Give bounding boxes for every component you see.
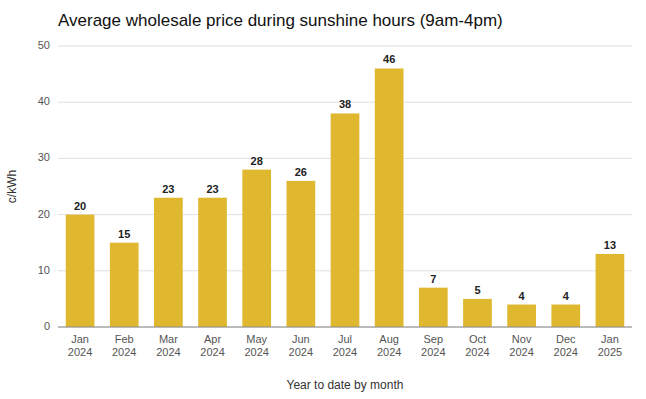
data-label: 7 xyxy=(430,273,436,285)
x-tick-label-line: May xyxy=(246,333,267,345)
x-tick-label: Feb2024 xyxy=(112,333,136,358)
data-label: 23 xyxy=(206,183,218,195)
y-axis: 0 10 20 30 40 50 xyxy=(38,39,632,332)
x-tick-label-line: Apr xyxy=(204,333,221,345)
x-tick-label-line: 2024 xyxy=(333,346,357,358)
chart-container: 010203040502015232328263846754413Jan2024… xyxy=(0,0,646,399)
x-tick-label-line: Jan xyxy=(71,333,89,345)
x-tick-label-line: 2024 xyxy=(289,346,313,358)
bar xyxy=(110,243,139,327)
grid-line xyxy=(58,46,632,47)
x-tick-label-line: Aug xyxy=(379,333,399,345)
x-tick-label-line: Mar xyxy=(159,333,178,345)
x-tick-label: Nov2024 xyxy=(509,333,533,358)
x-tick-label: Jan2024 xyxy=(68,333,92,358)
bars xyxy=(66,68,625,327)
bar xyxy=(375,68,404,327)
y-tick-label: 50 xyxy=(38,39,50,51)
data-label: 46 xyxy=(383,53,395,65)
bar xyxy=(331,113,360,327)
x-tick-label-line: Dec xyxy=(556,333,576,345)
bar xyxy=(154,198,183,327)
data-label: 15 xyxy=(118,228,130,240)
x-tick-label-line: 2024 xyxy=(244,346,268,358)
x-axis-label: Year to date by month xyxy=(287,378,404,392)
x-tick-label: Apr2024 xyxy=(200,333,224,358)
x-tick-label: Aug2024 xyxy=(377,333,401,358)
x-tick-label: May2024 xyxy=(244,333,268,358)
x-tick-label-line: 2024 xyxy=(377,346,401,358)
data-label: 20 xyxy=(74,200,86,212)
data-label: 5 xyxy=(474,284,480,296)
x-tick-label-line: Sep xyxy=(424,333,444,345)
bar xyxy=(66,215,95,327)
x-tick-label: Sep2024 xyxy=(421,333,445,358)
x-tick-label: Dec2024 xyxy=(554,333,578,358)
data-label: 4 xyxy=(563,290,570,302)
x-axis: Jan2024Feb2024Mar2024Apr2024May2024Jun20… xyxy=(68,333,622,358)
x-tick-label-line: 2024 xyxy=(421,346,445,358)
x-axis-line xyxy=(58,327,632,328)
data-labels: 20 15 23 23 28 26 38 46 7 5 4 4 13 xyxy=(74,53,616,301)
x-tick-label-line: 2024 xyxy=(509,346,533,358)
x-tick-label-line: 2025 xyxy=(598,346,622,358)
bar xyxy=(286,181,315,327)
data-label: 28 xyxy=(251,155,263,167)
data-label: 4 xyxy=(519,290,526,302)
grid-line xyxy=(58,327,632,328)
x-tick-label-line: 2024 xyxy=(68,346,92,358)
y-axis-label: c/kWh xyxy=(5,170,19,203)
y-tick-label: 10 xyxy=(38,264,50,276)
bar xyxy=(242,170,271,327)
bar xyxy=(596,254,625,327)
bar xyxy=(507,305,536,327)
x-tick-label-line: Feb xyxy=(115,333,134,345)
bar xyxy=(551,305,580,327)
bar xyxy=(463,299,492,327)
data-label: 38 xyxy=(339,98,351,110)
x-tick-label: Mar2024 xyxy=(156,333,180,358)
bar xyxy=(419,288,448,327)
x-tick-label: Jun2024 xyxy=(289,333,313,358)
title: Average wholesale price during sunshine … xyxy=(58,11,503,30)
data-label: 13 xyxy=(604,239,616,251)
y-tick-label: 0 xyxy=(44,320,50,332)
x-tick-label-line: 2024 xyxy=(465,346,489,358)
y-tick-label: 40 xyxy=(38,95,50,107)
x-tick-label: Oct2024 xyxy=(465,333,489,358)
chart: 010203040502015232328263846754413Jan2024… xyxy=(0,0,646,399)
x-tick-label-line: 2024 xyxy=(112,346,136,358)
y-tick-label: 30 xyxy=(38,151,50,163)
x-tick-label-line: Oct xyxy=(469,333,486,345)
bar xyxy=(198,198,227,327)
data-label: 23 xyxy=(162,183,174,195)
x-tick-label-line: Jul xyxy=(338,333,352,345)
x-tick-label-line: Jan xyxy=(601,333,619,345)
x-tick-label-line: 2024 xyxy=(200,346,224,358)
x-tick-label: Jul2024 xyxy=(333,333,357,358)
x-tick-label-line: Nov xyxy=(512,333,532,345)
x-tick-label-line: 2024 xyxy=(156,346,180,358)
x-tick-label-line: Jun xyxy=(292,333,310,345)
x-tick-label: Jan2025 xyxy=(598,333,622,358)
data-label: 26 xyxy=(295,166,307,178)
y-tick-label: 20 xyxy=(38,208,50,220)
x-tick-label-line: 2024 xyxy=(554,346,578,358)
